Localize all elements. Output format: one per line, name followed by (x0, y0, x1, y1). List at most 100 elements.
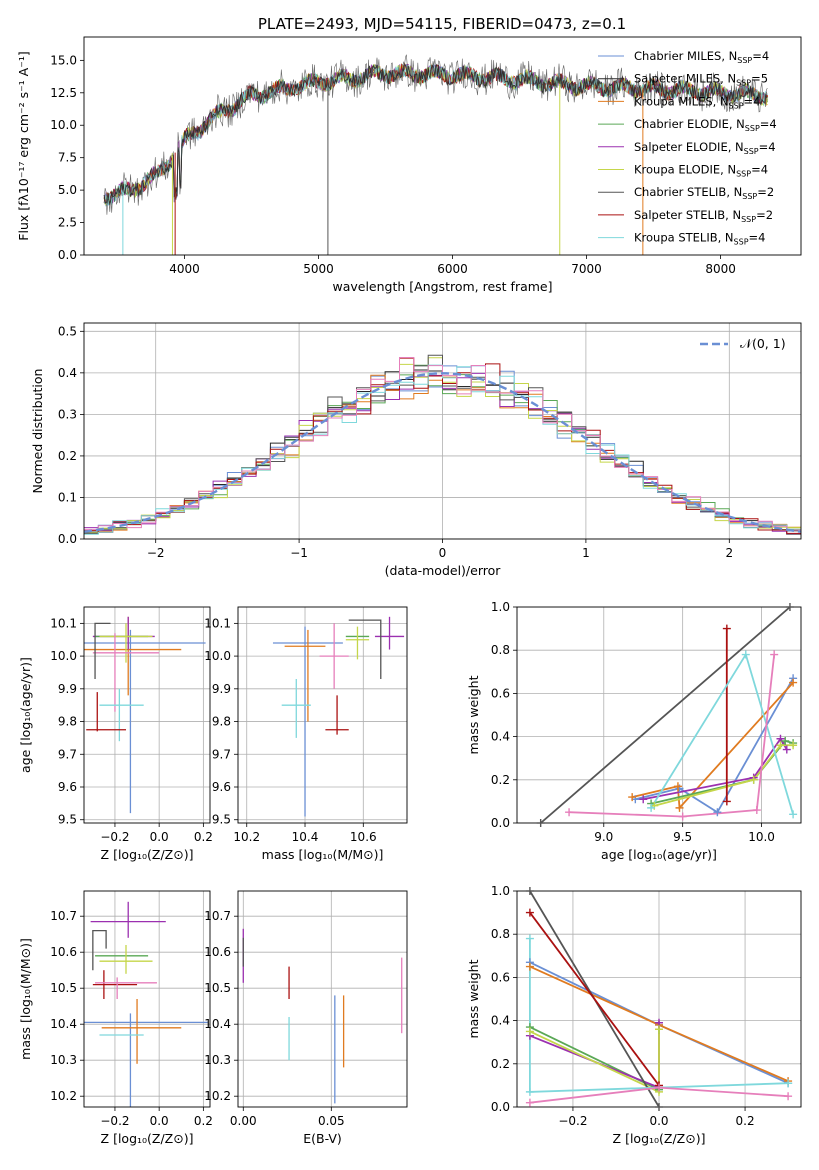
axes-frame (516, 606, 802, 824)
x-tick-label: 0.2 (736, 1114, 755, 1128)
series-marker (749, 775, 758, 784)
x-axis-label: (data-model)/error (385, 563, 502, 578)
y-tick-label: 10.0 (204, 649, 231, 663)
y-tick-label: 1.0 (491, 600, 510, 614)
series-marker (785, 603, 794, 611)
x-axis-label: mass [log₁₀(M/M⊙)] (262, 847, 384, 862)
y-tick-label: 9.8 (212, 715, 231, 729)
x-tick-label: 0.2 (194, 1114, 213, 1128)
y-tick-label: 9.6 (212, 780, 231, 794)
x-axis-label: E(B-V) (303, 1131, 342, 1146)
series-marker (655, 1083, 663, 1092)
y-tick-label: 10.0 (50, 118, 77, 132)
x-tick-label: 10.2 (233, 830, 260, 844)
series-marker (628, 793, 637, 802)
series-marker (639, 795, 648, 804)
y-tick-label: 10.4 (204, 1017, 231, 1031)
y-tick-label: 10.3 (204, 1053, 231, 1067)
y-tick-label: 9.8 (58, 715, 77, 729)
axes-frame (83, 890, 211, 1108)
y-axis-label: mass [log₁₀(M/M⊙)] (18, 938, 33, 1060)
plot-area (84, 323, 801, 539)
plot-area (84, 607, 210, 823)
x-axis-label: age [log₁₀(age/yr)] (601, 847, 717, 862)
legend-entry: Chabrier MILES, NSSP=4 (634, 49, 769, 65)
y-tick-label: 9.5 (58, 813, 77, 827)
plot-area (238, 891, 407, 1107)
y-tick-label: 0.2 (491, 1057, 510, 1071)
axes-residual-distribution: −2 −1 0 1 2 0.0 0.1 0.2 0.3 0.4 0.5 (data-model)/er… (30, 322, 802, 578)
series-marker (782, 745, 791, 754)
x-tick-label: 0.2 (194, 830, 213, 844)
y-tick-label: 9.9 (58, 682, 77, 696)
series-marker (713, 808, 722, 817)
x-tick-label: 0.05 (318, 1114, 345, 1128)
series-line (643, 737, 788, 801)
axes-frame (83, 606, 211, 824)
y-tick-label: 0.4 (491, 730, 510, 744)
series-marker (678, 812, 687, 821)
y-tick-label: 15.0 (50, 53, 77, 67)
y-tick-label: 10.6 (204, 945, 231, 959)
y-tick-label: 10.1 (204, 616, 231, 630)
errorbar-corner (94, 622, 111, 679)
x-tick-label: 0.0 (649, 1114, 668, 1128)
y-tick-label: 5.0 (58, 183, 77, 197)
y-tick-label: 10.1 (50, 616, 77, 630)
x-tick-label: 5000 (303, 262, 334, 276)
series-marker (776, 741, 785, 750)
series-marker (655, 1025, 663, 1034)
y-tick-label: 10.3 (50, 1053, 77, 1067)
spectrum-line (103, 63, 768, 206)
y-tick-label: 0.2 (58, 449, 77, 463)
series-marker (789, 678, 798, 687)
y-tick-label: 1.0 (491, 884, 510, 898)
y-tick-label: 0.1 (58, 490, 77, 504)
y-tick-label: 9.5 (212, 813, 231, 827)
y-tick-label: 7.5 (58, 151, 77, 165)
series-marker (565, 808, 574, 817)
series-marker (525, 934, 534, 943)
x-tick-label: 6000 (437, 262, 468, 276)
y-tick-label: 10.7 (204, 909, 231, 923)
series-marker (525, 908, 534, 917)
y-tick-label: 10.2 (204, 1089, 231, 1103)
series-marker (525, 1087, 534, 1096)
y-tick-label: 0.0 (491, 1100, 510, 1114)
axes-mass-vs-Z: −0.2 0.0 0.2 10.2 10.3 10.4 10.5 10.6 10.7 Z [log… (18, 890, 213, 1146)
series-marker (675, 803, 684, 812)
axes-spectrum: 4000 5000 6000 7000 8000 0.0 2.5 5.0 7.5 10.0 12.5… (16, 36, 802, 294)
series-marker (722, 797, 731, 806)
axes-mass-vs-ebv: 0.00 0.05 10.2 10.3 10.4 10.5 10.6 10.7 E(B-V) (204, 890, 408, 1146)
x-tick-label: 0.00 (230, 1114, 257, 1128)
y-axis-label: Flux [fλ10⁻¹⁷ erg cm⁻² s⁻¹ A⁻¹] (16, 51, 31, 240)
legend-entry: 𝒩(0, 1) (740, 336, 786, 351)
series-line (540, 607, 791, 823)
y-tick-label: 0.8 (491, 927, 510, 941)
y-tick-label: 2.5 (58, 216, 77, 230)
histogram-step (84, 357, 801, 531)
x-tick-label: 2 (725, 546, 733, 560)
x-axis-label: Z [log₁₀(Z/Z⊙)] (101, 847, 194, 862)
series-marker (781, 736, 790, 745)
legend-entry: Chabrier STELIB, NSSP=2 (634, 185, 774, 201)
plot-area (238, 607, 407, 823)
series-marker (673, 782, 682, 791)
series-marker (770, 650, 779, 659)
series-line (529, 912, 660, 1086)
series-marker (784, 1079, 793, 1088)
series-marker (525, 962, 534, 971)
series-line (529, 1022, 660, 1089)
y-tick-label: 10.6 (50, 945, 77, 959)
y-tick-label: 0.8 (491, 643, 510, 657)
y-tick-label: 0.2 (491, 773, 510, 787)
legend-entry: Salpeter MILES, NSSP=5 (634, 72, 768, 88)
series-marker (655, 1103, 663, 1111)
x-tick-label: 10.0 (748, 830, 775, 844)
x-tick-label: 9.0 (594, 830, 613, 844)
series-marker (789, 741, 798, 750)
axes-frame (237, 890, 408, 1108)
axes-mass-weight-vs-Z: −0.2 0.0 0.2 0.0 0.2 0.4 0.6 0.8 1.0 Z [log₁₀(Z/Z… (466, 884, 802, 1146)
series-marker (752, 806, 761, 815)
